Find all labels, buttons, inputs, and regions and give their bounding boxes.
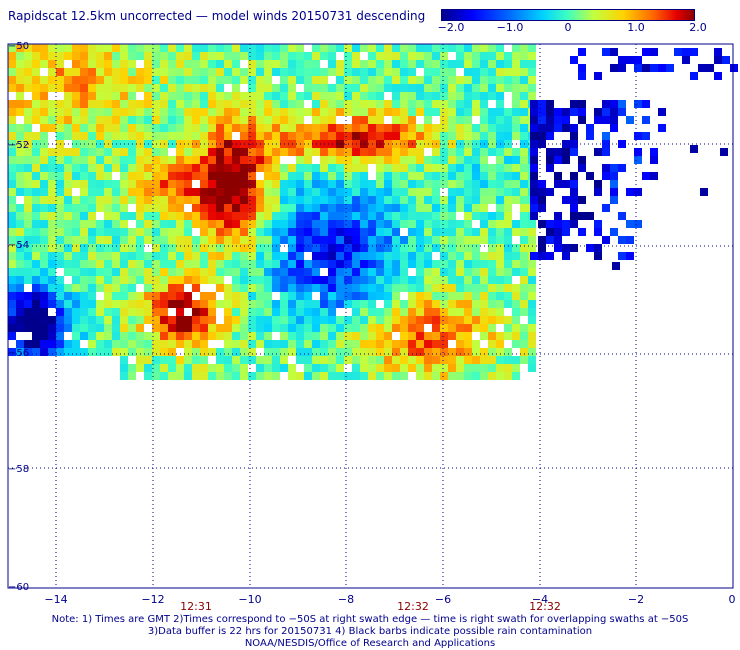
lon-tick-label: −6: [435, 593, 451, 606]
swath-time-label: 12:32: [397, 600, 429, 613]
lon-tick-label: 0: [729, 593, 736, 606]
lat-tick-label: −56: [8, 348, 29, 359]
lat-tick-label: −52: [8, 140, 29, 151]
lat-tick-label: −54: [8, 240, 29, 251]
footnote-line: NOAA/NESDIS/Office of Research and Appli…: [244, 638, 496, 649]
data-cells: [8, 44, 738, 380]
lat-tick-label: −58: [8, 464, 29, 475]
swath-time-label: 12:32: [529, 600, 561, 613]
map-title: Rapidscat 12.5km uncorrected — model win…: [8, 9, 426, 23]
lon-tick-label: −14: [44, 593, 67, 606]
lat-lon-grid: [8, 44, 733, 588]
lon-tick-label: −8: [338, 593, 354, 606]
lat-tick-label: −60: [8, 582, 29, 593]
swath-time-label: 12:31: [180, 600, 212, 613]
map-frame: [7, 43, 734, 589]
colorbar-label: 1.0: [627, 21, 645, 34]
colorbar-label: 0: [564, 21, 572, 34]
lon-tick-label: −10: [238, 593, 261, 606]
colorbar-label: −2.0: [437, 21, 465, 34]
colorbar-label: −1.0: [496, 21, 524, 34]
lat-tick-label: −50: [8, 41, 29, 52]
colorbar: [441, 9, 695, 21]
lon-tick-label: −2: [628, 593, 644, 606]
colorbar-label: 2.0: [689, 21, 707, 34]
lon-tick-label: −4: [532, 593, 548, 606]
lon-tick-label: −12: [141, 593, 164, 606]
footnote-line: 3)Data buffer is 22 hrs for 20150731 4) …: [147, 626, 593, 637]
footnotes: Note: 1) Times are GMT 2)Times correspon…: [0, 614, 740, 650]
footnote-line: Note: 1) Times are GMT 2)Times correspon…: [51, 614, 689, 625]
